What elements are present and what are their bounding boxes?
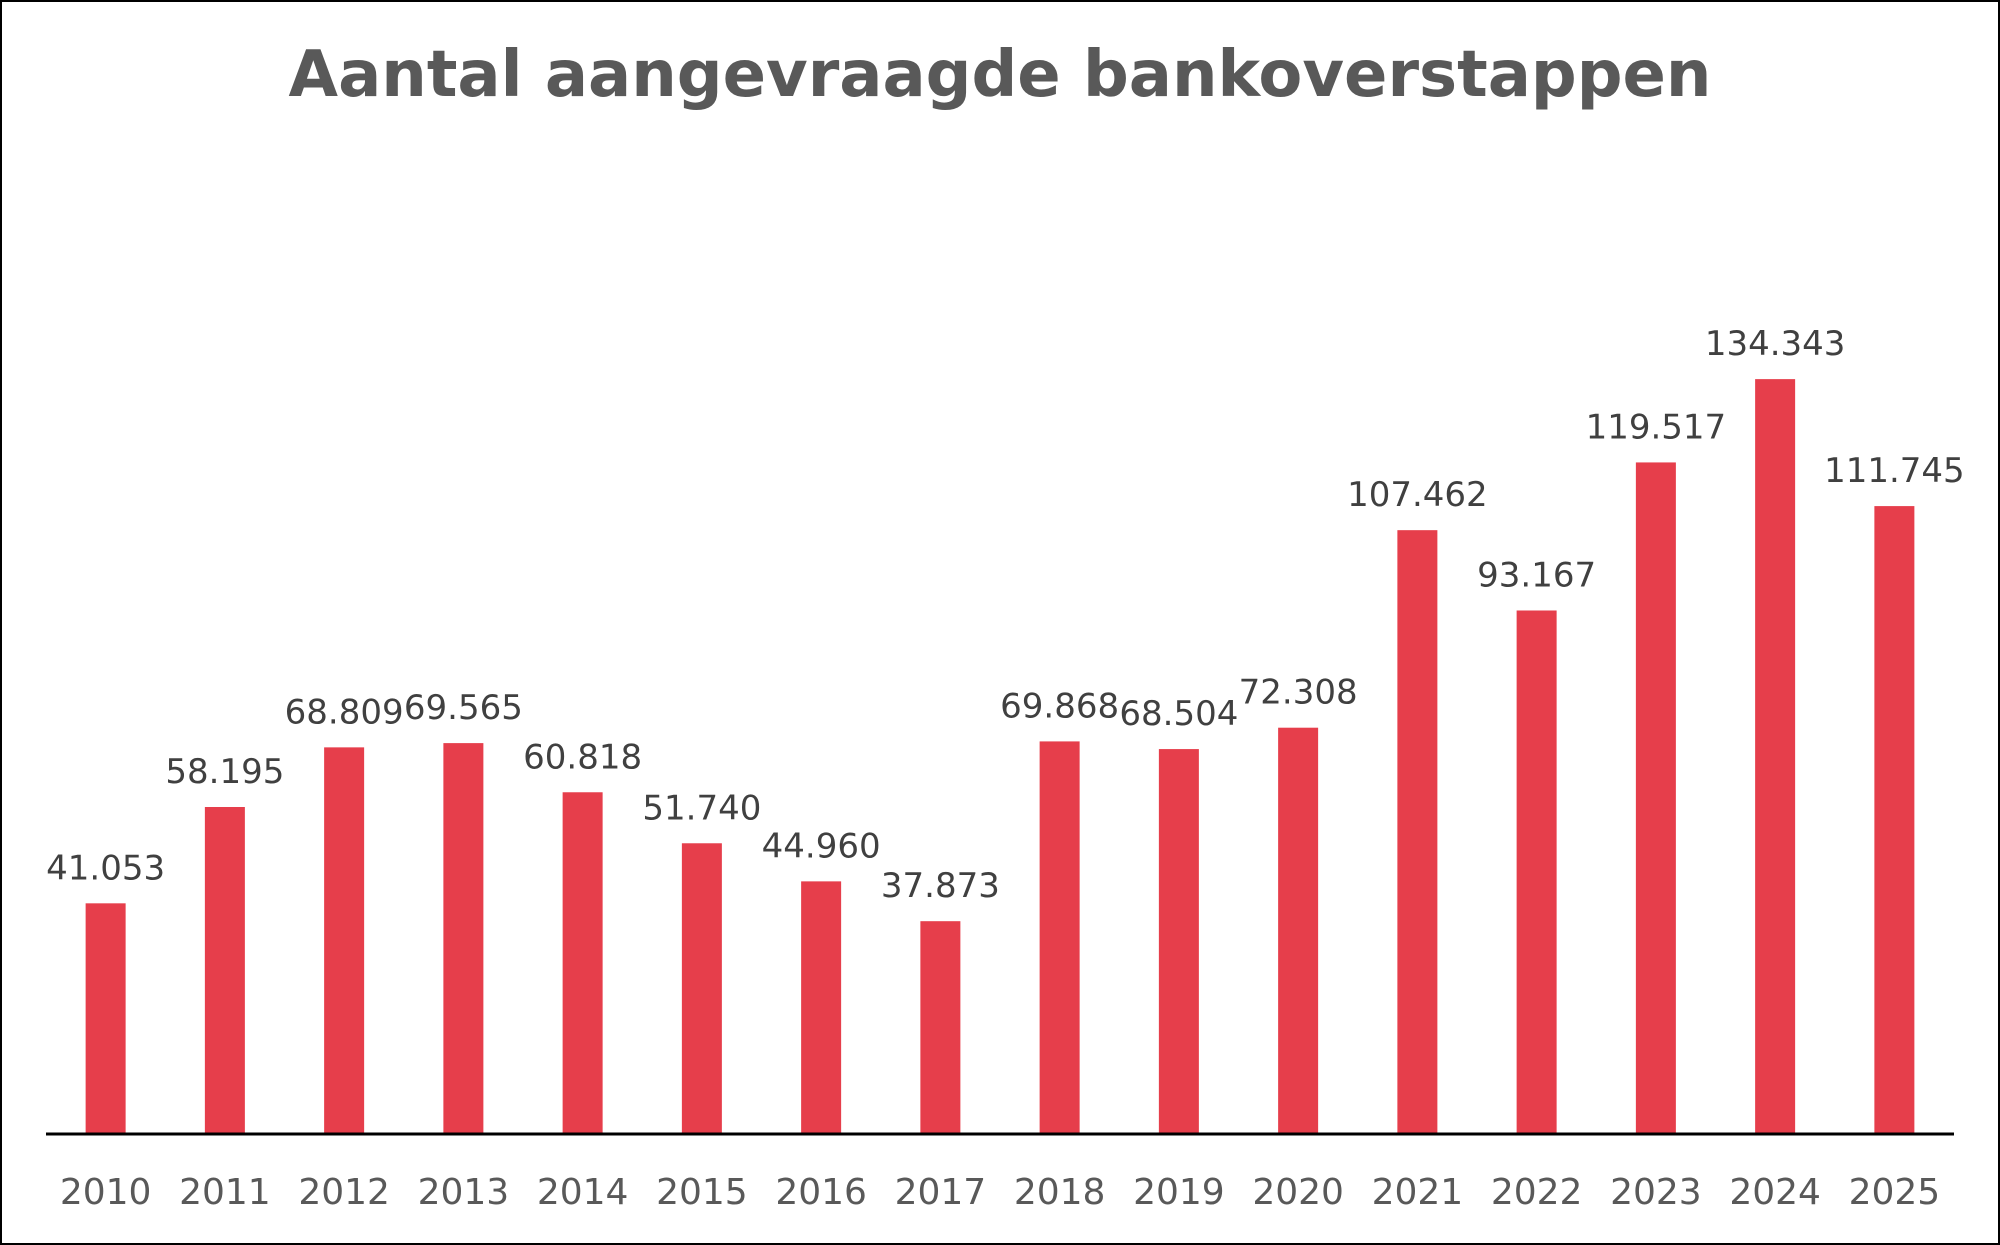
x-tick-labels-group: 2010 2011 2012 2013 2014 2015 2016 2017 2018 2019… [60,1172,1940,1213]
x-tick-label-2014: 2014 [537,1172,629,1213]
data-label-2017: 37.873 [881,866,1000,906]
x-tick-label-2018: 2018 [1014,1172,1106,1213]
bars-group [85,379,1915,1135]
chart-title: Aantal aangevraagde bankoverstappen [288,38,1712,112]
x-tick-label-2016: 2016 [775,1172,867,1213]
x-tick-label-2015: 2015 [656,1172,748,1213]
x-tick-label-2020: 2020 [1252,1172,1344,1213]
data-label-2011: 58.195 [165,752,284,792]
data-label-2013: 69.565 [404,688,523,728]
bar-2022 [1516,610,1557,1134]
data-label-2020: 72.308 [1239,673,1358,713]
bar-2011 [204,806,245,1134]
bar-2023 [1635,462,1676,1134]
data-label-2018: 69.868 [1000,686,1119,726]
bar-2020 [1278,727,1319,1134]
data-label-2022: 93.167 [1477,555,1596,595]
bar-2013 [443,743,484,1134]
x-tick-label-2013: 2013 [418,1172,510,1213]
data-label-2015: 51.740 [642,788,761,828]
bar-2010 [85,903,126,1134]
bar-2019 [1158,749,1199,1134]
x-tick-label-2017: 2017 [895,1172,987,1213]
x-tick-label-2012: 2012 [298,1172,390,1213]
data-label-2024: 134.343 [1705,324,1846,364]
x-tick-label-2022: 2022 [1491,1172,1583,1213]
bar-2015 [681,843,722,1134]
data-label-2014: 60.818 [523,737,642,777]
data-label-2025: 111.745 [1824,451,1965,491]
bar-2016 [801,881,842,1134]
bar-2021 [1397,530,1438,1134]
x-tick-label-2023: 2023 [1610,1172,1702,1213]
bar-2017 [920,921,961,1134]
bar-2024 [1755,379,1796,1134]
data-label-2021: 107.462 [1347,475,1488,515]
x-tick-label-2011: 2011 [179,1172,271,1213]
bar-2014 [562,792,603,1134]
bar-2012 [324,747,365,1134]
data-label-2010: 41.053 [46,848,165,888]
bar-2025 [1874,506,1915,1135]
data-label-2019: 68.504 [1119,694,1238,734]
data-label-2012: 68.809 [285,692,404,732]
x-tick-label-2010: 2010 [60,1172,152,1213]
bar-2018 [1039,741,1080,1134]
data-label-2023: 119.517 [1586,407,1727,447]
data-label-2016: 44.960 [762,826,881,866]
x-tick-label-2024: 2024 [1729,1172,1821,1213]
x-tick-label-2019: 2019 [1133,1172,1225,1213]
x-tick-label-2021: 2021 [1372,1172,1464,1213]
x-tick-label-2025: 2025 [1849,1172,1941,1213]
